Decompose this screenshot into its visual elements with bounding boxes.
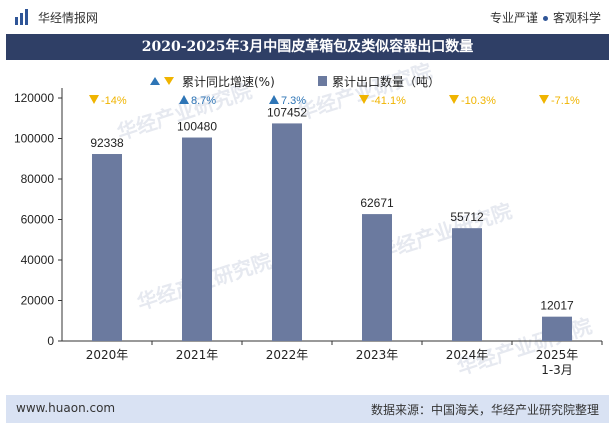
x-tick-label: 2022年 [266,348,309,362]
bar-value-label: 100480 [177,120,217,134]
bar [452,228,482,341]
x-tick-label: 2021年 [176,348,219,362]
y-tick-label: 100000 [14,132,54,146]
growth-down-triangle-icon [539,95,549,104]
x-tick-label: 2020年 [86,348,129,362]
growth-label: 8.7% [191,95,216,107]
legend-growth-label: 累计同比增速(%) [182,75,275,89]
bar-value-label: 62671 [360,196,394,210]
growth-label: 7.3% [281,95,306,107]
growth-label: -7.1% [551,95,580,107]
legend-volume-label: 累计出口数量（吨） [332,74,440,89]
x-tick-label: 1-3月 [541,363,573,377]
legend-up-triangle-icon [150,77,160,85]
tagline: 专业严谨 客观科学 [490,9,601,26]
legend-down-triangle-icon [164,77,174,85]
bar-value-label: 107452 [267,105,307,119]
y-tick-label: 60000 [21,213,55,227]
x-tick-label: 2023年 [356,348,399,362]
top-bar: 华经情报网 专业严谨 客观科学 [0,0,615,34]
separator-dot-icon [542,16,548,21]
growth-label: -41.1% [371,95,406,107]
bar-value-label: 55712 [450,210,484,224]
bar [182,137,212,341]
y-tick-label: 80000 [21,172,55,186]
brand-name: 华经情报网 [38,10,99,25]
footer-bar: www.huaon.com 数据来源：中国海关，华经产业研究院整理 [6,395,609,423]
growth-down-triangle-icon [449,95,459,104]
footer-source: 数据来源：中国海关，华经产业研究院整理 [370,403,599,417]
bar [542,316,572,341]
bar-value-label: 12017 [540,299,574,313]
brand[interactable]: 华经情报网 [14,8,98,26]
brand-logo-icon [15,9,28,25]
bar [92,154,122,341]
chart-title: 2020-2025年3月中国皮革箱包及类似容器出口数量 [6,34,609,60]
watermark-text: 华经产业研究院 [374,199,515,265]
tagline-left: 专业严谨 [489,11,538,25]
growth-label: -14% [101,95,127,107]
x-tick-label: 2025年 [536,348,579,362]
bar [272,123,302,341]
bar-value-label: 92338 [90,136,124,150]
y-tick-label: 20000 [21,294,55,308]
watermark-text: 华经产业研究院 [294,60,435,125]
bar [362,214,392,341]
y-tick-label: 40000 [21,253,55,267]
y-tick-label: 0 [47,334,54,348]
x-tick-label: 2024年 [446,348,489,362]
footer-site[interactable]: www.huaon.com [16,401,116,415]
growth-up-triangle-icon [179,95,189,104]
tagline-right: 客观科学 [552,11,601,25]
chart-area: 华经产业研究院华经产业研究院华经产业研究院华经产业研究院华经产业研究院02000… [14,60,603,380]
growth-down-triangle-icon [359,95,369,104]
growth-down-triangle-icon [89,95,99,104]
legend-bar-swatch [318,76,327,86]
growth-label: -10.3% [461,95,496,107]
y-tick-label: 120000 [14,91,54,105]
growth-up-triangle-icon [269,95,279,104]
